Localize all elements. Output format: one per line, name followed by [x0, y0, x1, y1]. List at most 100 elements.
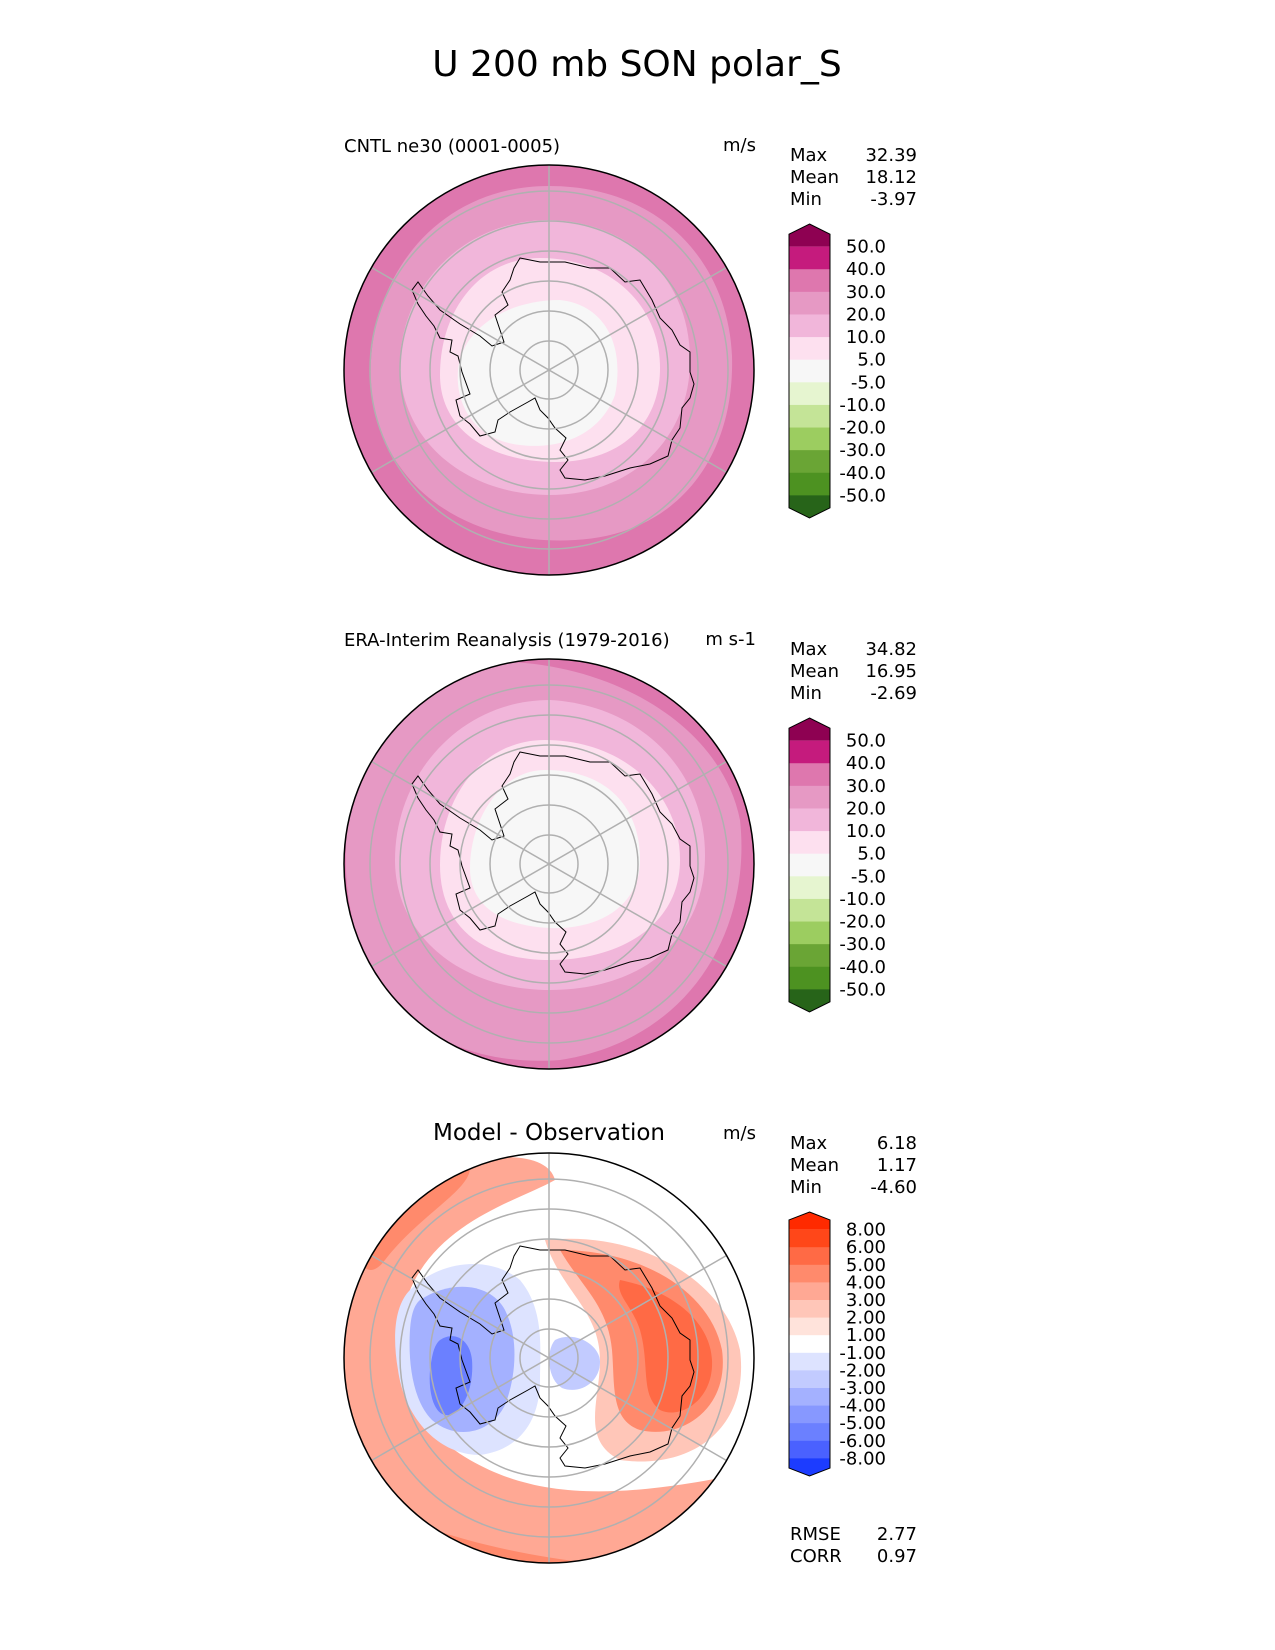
colorbar-outline: [788, 223, 831, 519]
map-region-neg-west-core: [429, 1336, 473, 1416]
colorbar-segment: [789, 450, 830, 474]
colorbar-tick-label: 50.0: [846, 237, 886, 258]
colorbar-segment: [789, 382, 830, 406]
map-boundary: [343, 164, 755, 576]
stat-min-label: Min: [790, 683, 822, 704]
panel-difference: Model - Observation m/s Max 6.18 Mean 1.…: [343, 1120, 917, 1567]
colorbar-segment: [789, 853, 830, 877]
map-core: [470, 770, 640, 929]
colorbar-segment: [789, 1405, 830, 1424]
colorbar-segment: [789, 1317, 830, 1336]
colorbar-segment: [789, 1370, 830, 1389]
colorbar-tick-label: 3.00: [846, 1290, 886, 1311]
colorbar-segment: [789, 898, 830, 923]
stat-min-label: Min: [790, 1177, 822, 1198]
stat-mean-value: 16.95: [865, 661, 917, 682]
map-boundary: [343, 658, 755, 1070]
colorbar-tick-label: 5.0: [857, 844, 886, 865]
metrics-block: RMSE 2.77 CORR 0.97: [790, 1524, 917, 1567]
colorbar-tick-label: 10.0: [846, 327, 886, 348]
colorbar-tick-label: -50.0: [839, 979, 886, 1000]
stat-max-value: 6.18: [877, 1133, 917, 1154]
colorbar-tick-label: 4.00: [846, 1272, 886, 1293]
panel-title: ERA-Interim Reanalysis (1979-2016): [344, 630, 670, 651]
stat-max-label: Max: [790, 639, 828, 660]
colorbar-segment: [789, 1212, 830, 1230]
colorbar-tick-label: -5.0: [851, 372, 886, 393]
map-boundary: [343, 1152, 755, 1564]
colorbar-tick-label: -10.0: [839, 395, 886, 416]
panel-title: CNTL ne30 (0001-0005): [344, 136, 560, 157]
colorbar-tick-label: -4.00: [839, 1396, 886, 1417]
colorbar-tick-label: -5.0: [851, 866, 886, 887]
colorbar-segment: [789, 740, 830, 764]
stat-mean-label: Mean: [790, 167, 839, 188]
figure-title: U 200 mb SON polar_S: [432, 44, 841, 85]
colorbar-segment: [789, 1300, 830, 1319]
colorbar-segment: [789, 1352, 830, 1371]
antarctica-coastline: [411, 751, 695, 975]
stat-max-value: 32.39: [865, 145, 917, 166]
map-core: [457, 300, 618, 446]
colorbar-segment: [789, 763, 830, 787]
graticule: [369, 659, 729, 1069]
graticule: [369, 1153, 729, 1563]
colorbar-segment: [789, 1440, 830, 1459]
colorbar-segment: [789, 472, 830, 496]
colorbar-tick-label: -2.00: [839, 1360, 886, 1381]
colorbar-tick-label: 30.0: [846, 282, 886, 303]
colorbar-tick-label: 6.00: [846, 1237, 886, 1258]
panel-test: CNTL ne30 (0001-0005) m/s Max 32.39 Mean…: [343, 135, 917, 576]
panel-units: m/s: [723, 135, 756, 156]
antarctica-coastline: [411, 257, 695, 481]
colorbar-tick-label: -20.0: [839, 912, 886, 933]
colorbar-tick-label: 20.0: [846, 304, 886, 325]
colorbar-segment: [789, 359, 830, 383]
stat-mean-value: 1.17: [877, 1155, 917, 1176]
colorbar-segment: [789, 404, 830, 429]
colorbar-segment: [789, 1423, 830, 1442]
metric-rmse-label: RMSE: [790, 1524, 841, 1545]
colorbar-segment: [789, 1264, 830, 1283]
map-region-pos-outer: [344, 1156, 754, 1563]
colorbar-segment: [789, 718, 830, 741]
stats-block: Max 32.39 Mean 18.12 Min -3.97: [790, 145, 917, 210]
colorbar-segment: [789, 1388, 830, 1407]
colorbar-segment: [789, 808, 830, 832]
colorbar-tick-label: 8.00: [846, 1220, 886, 1241]
stat-min-value: -2.69: [870, 683, 917, 704]
panel-units: m/s: [723, 1123, 756, 1144]
colorbar-tick-label: -6.00: [839, 1431, 886, 1452]
panel-units: m s-1: [705, 629, 756, 650]
colorbar-segment: [789, 337, 830, 361]
metric-corr-label: CORR: [790, 1546, 842, 1567]
colorbar-segment: [789, 314, 830, 338]
colorbar-segment: [789, 291, 830, 315]
colorbar-tick-label: -1.00: [839, 1343, 886, 1364]
colorbar: 50.040.030.020.010.05.0-5.0-10.0-20.0-30…: [788, 223, 886, 519]
colorbar-segment: [789, 876, 830, 900]
graticule: [369, 165, 729, 575]
polar-map: [344, 659, 754, 1069]
colorbar-tick-label: 30.0: [846, 776, 886, 797]
colorbar-tick-label: -20.0: [839, 418, 886, 439]
colorbar-segment: [789, 989, 830, 1012]
stat-min-label: Min: [790, 189, 822, 210]
colorbar-segment: [789, 1458, 830, 1476]
colorbar-outline: [788, 717, 831, 1013]
colorbar-tick-label: 50.0: [846, 731, 886, 752]
colorbar-segment: [789, 1335, 830, 1354]
colorbar-segment: [789, 944, 830, 968]
colorbar-outline: [788, 1211, 831, 1477]
stat-max-value: 34.82: [865, 639, 917, 660]
stats-block: Max 34.82 Mean 16.95 Min -2.69: [790, 639, 917, 704]
colorbar: 50.040.030.020.010.05.0-5.0-10.0-20.0-30…: [788, 717, 886, 1013]
map-region-pos-east-core: [619, 1280, 713, 1413]
colorbar-segment: [789, 785, 830, 809]
colorbar-tick-label: -30.0: [839, 440, 886, 461]
colorbar-tick-label: 2.00: [846, 1308, 886, 1329]
colorbar-tick-label: 10.0: [846, 821, 886, 842]
colorbar-tick-label: 1.00: [846, 1325, 886, 1346]
colorbar-segment: [789, 1229, 830, 1248]
